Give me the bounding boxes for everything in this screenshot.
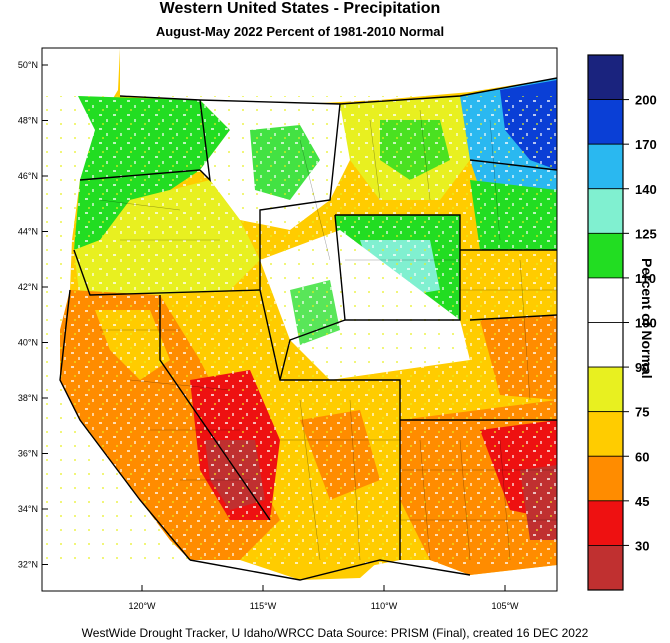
longitude-label: 120°W	[128, 601, 156, 611]
data-credit: WestWide Drought Tracker, U Idaho/WRCC D…	[81, 626, 589, 640]
colorbar-swatch	[587, 455, 624, 502]
colorbar-label: 170	[635, 137, 657, 152]
colorbar-swatch	[587, 545, 624, 591]
colorbar-swatch	[587, 277, 624, 323]
colorbar-label: 100	[635, 316, 657, 331]
latitude-label: 40°N	[18, 338, 38, 348]
colorbar-label: 90	[635, 360, 649, 375]
colorbar-swatch	[587, 322, 624, 368]
colorbar-label: 140	[635, 182, 657, 197]
longitude-label: 110°W	[371, 601, 398, 611]
latitude-label: 50°N	[18, 60, 38, 70]
latitude-label: 44°N	[18, 227, 38, 237]
latitude-label: 42°N	[18, 282, 38, 292]
longitude-label: 105°W	[491, 601, 519, 611]
colorbar-title: Percent of Normal	[639, 258, 655, 379]
longitude-axis: 120°W 115°W 110°W 105°W	[128, 585, 519, 611]
map-title: Western United States - Precipitation	[159, 0, 441, 17]
colorbar-swatch	[587, 232, 624, 279]
colorbar-swatch	[587, 188, 624, 234]
colorbar: 200 170 140 125 110 100 90 75 60 45 30	[587, 54, 657, 591]
map-frame	[41, 47, 558, 592]
colorbar-swatch	[587, 411, 624, 457]
colorbar-label: 125	[635, 226, 657, 241]
map-field	[42, 48, 557, 591]
colorbar-label: 200	[635, 93, 657, 108]
latitude-label: 36°N	[18, 449, 38, 459]
latitude-axis: 50°N 48°N 46°N 44°N 42°N 40°N 38°N 36°N 34°N 32°N	[18, 60, 48, 570]
colorbar-label: 30	[635, 538, 649, 553]
latitude-label: 46°N	[18, 171, 38, 181]
latitude-label: 38°N	[18, 393, 38, 403]
colorbar-swatch	[587, 99, 624, 145]
colorbar-frame	[587, 54, 624, 591]
county-lines	[99, 109, 557, 561]
colorbar-swatch	[587, 500, 624, 546]
longitude-label: 115°W	[250, 601, 277, 611]
colorbar-swatch	[587, 54, 624, 100]
latitude-label: 32°N	[18, 560, 38, 570]
colorbar-label: 110	[635, 271, 656, 286]
colorbar-label: 75	[635, 405, 649, 420]
colorbar-label: 45	[635, 494, 649, 509]
colorbar-label: 60	[635, 449, 649, 464]
colorbar-swatch	[587, 366, 624, 413]
latitude-label: 34°N	[18, 504, 38, 514]
map-subtitle: August-May 2022 Percent of 1981-2010 Nor…	[155, 24, 445, 39]
colorbar-swatch	[587, 143, 624, 190]
latitude-label: 48°N	[18, 116, 38, 126]
